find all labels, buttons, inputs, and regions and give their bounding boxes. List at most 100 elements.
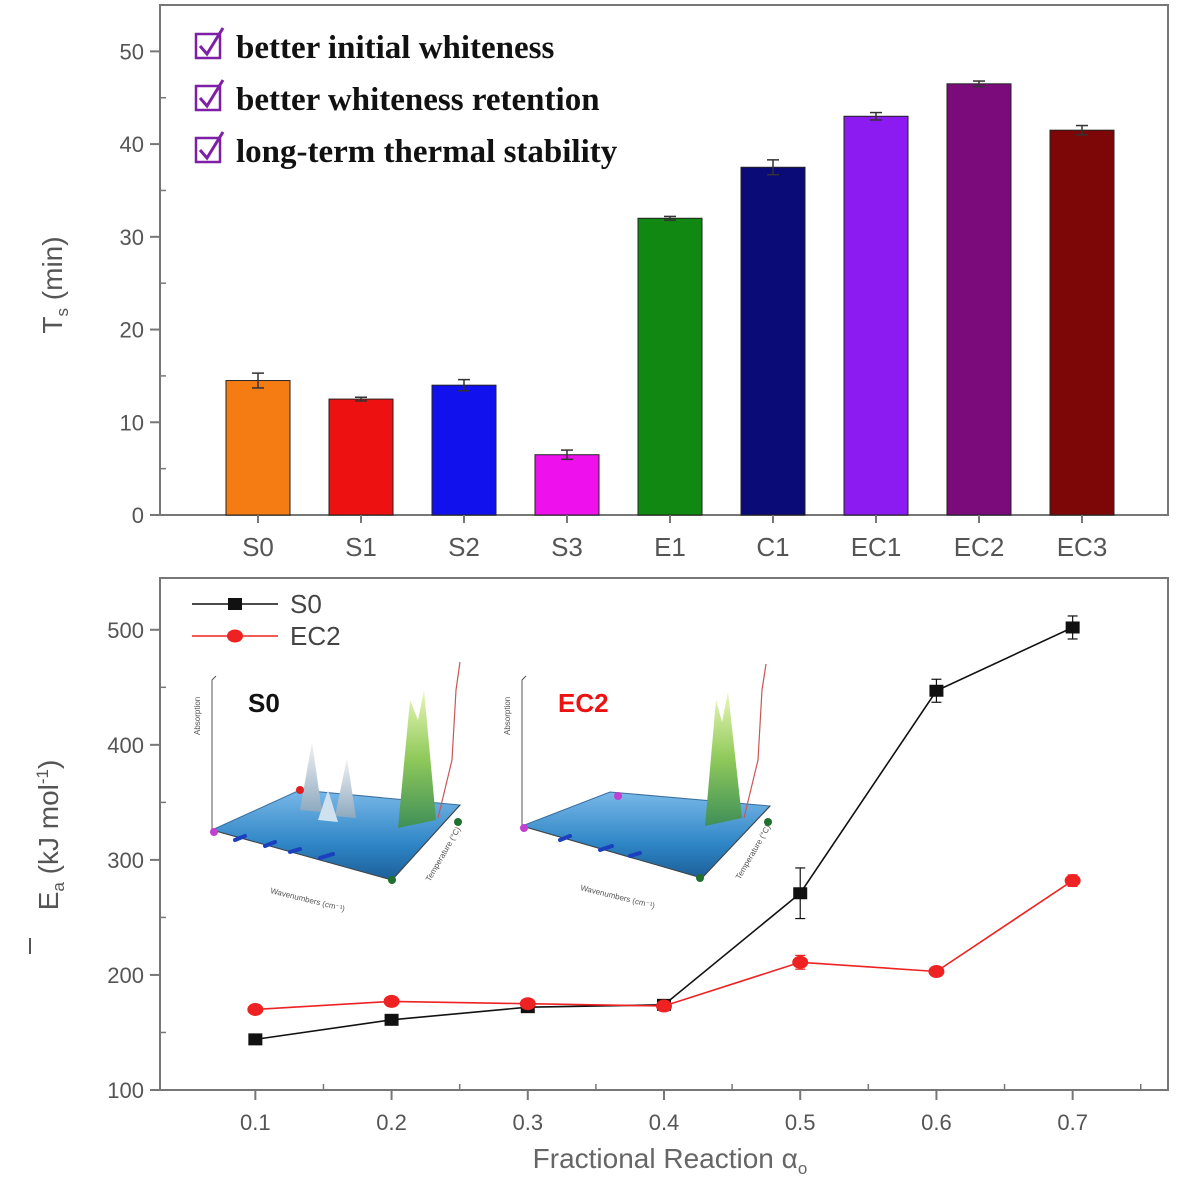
bar-chart-y-axis: 0 10 20 30 40 50 [120,4,166,528]
data-point-ec2 [1064,874,1081,888]
checkmark-icon [198,79,225,109]
bar-x-tick-label-ec1: EC1 [851,532,902,562]
benefit-item: better whiteness retention [194,79,600,118]
benefit-checklist: better initial whiteness better whiteness… [194,27,618,170]
error-bar-ec1 [870,111,882,121]
bar-y-tick-label: 30 [120,225,144,250]
legend-entry-ec2: EC2 [192,621,341,651]
data-point-s0 [384,1013,399,1026]
inset-s0-x-axis-title: Wavenumbers (cm⁻¹) [270,886,347,913]
data-point-s0 [1065,621,1080,634]
bar-y-tick-label: 20 [120,318,144,343]
inset-3d-spectrum-s0: Absorption Wavenumbers (cm⁻¹) Temperatur… [193,661,463,913]
inset-3d-spectrum-ec2: Absorption Wavenumbers (cm⁻¹) Temperatur… [503,663,773,910]
line-x-tick-label: 0.3 [512,1110,543,1135]
benefit-text: long-term thermal stability [236,134,618,170]
line-y-tick-label: 100 [107,1078,144,1103]
data-point-ec2 [792,955,809,969]
bar-x-tick-label-ec2: EC2 [954,532,1005,562]
bar-ec3 [1049,129,1115,516]
inset-ec2-x-axis-title: Wavenumbers (cm⁻¹) [580,883,657,910]
legend-label-ec2: EC2 [290,621,341,651]
line-chart: 100 200 300 400 500 0.1 0.2 0.3 0.4 0.5 0.6 0.7 Fr… [29,577,1169,1178]
bar-s0 [225,380,291,516]
error-bar-s2 [458,378,470,392]
error-bar-s0 [252,372,264,389]
checkbox-icon [194,84,222,112]
bar-ec1 [843,115,909,516]
inset-ec2-y-axis-title: Absorption [503,697,512,735]
bar-s3 [534,454,600,516]
bar-x-tick-label-s3: S3 [551,532,583,562]
bar-x-tick-label-s0: S0 [242,532,274,562]
bar-y-tick-label: 40 [120,132,144,157]
inset-label-s0: S0 [248,688,280,718]
line-y-tick-label: 300 [107,848,144,873]
checkbox-icon [194,136,222,164]
checkmark-icon [198,27,225,57]
line-x-tick-label: 0.5 [785,1110,816,1135]
legend-label-s0: S0 [290,589,322,619]
bar-s2 [431,384,497,516]
error-bar-s3 [561,449,573,461]
bar-chart-x-axis: S0 S1 S2 S3 E1 C1 EC1 EC2 EC3 [242,515,1107,562]
line-x-tick-label: 0.7 [1057,1110,1088,1135]
series-ec2 [247,874,1081,1016]
line-y-tick-label: 500 [107,618,144,643]
bar-x-tick-label-s2: S2 [448,532,480,562]
line-chart-x-axis: 0.1 0.2 0.3 0.4 0.5 0.6 0.7 [240,1084,1142,1135]
data-point-s0 [793,887,808,900]
error-bar-ec3 [1076,124,1088,136]
bar-e1 [637,217,703,516]
ea-symbol: E [33,892,64,911]
checkmark-icon [198,131,225,161]
error-bar-s1 [355,396,367,402]
benefit-item: long-term thermal stability [194,131,618,170]
line-x-tick-label: 0.2 [376,1110,407,1135]
data-point-ec2 [519,997,536,1011]
inset-label-ec2: EC2 [558,688,609,718]
line-x-tick-label: 0.4 [649,1110,680,1135]
error-bar-ec2 [973,80,985,88]
legend-marker-icon [228,598,242,610]
bar-c1 [740,166,806,516]
bar-x-tick-label-e1: E1 [654,532,686,562]
bar-x-tick-label-ec3: EC3 [1057,532,1108,562]
bar-y-tick-label: 0 [132,503,144,528]
line-chart-y-axis-label: Ea (kJ mol-1) [33,760,68,911]
bar-x-tick-label-s1: S1 [345,532,377,562]
benefit-text: better whiteness retention [236,82,600,118]
inset-surface-ec2: Absorption Wavenumbers (cm⁻¹) Temperatur… [503,663,773,910]
line-x-tick-label: 0.1 [240,1110,271,1135]
line-chart-y-axis: 100 200 300 400 500 [107,618,166,1103]
legend-marker-icon [227,629,243,643]
bar-ec2 [946,83,1012,516]
data-point-ec2 [383,994,400,1008]
series-line-ec2 [255,879,1074,1011]
data-point-ec2 [928,964,945,978]
bar-x-tick-label-c1: C1 [756,532,789,562]
data-point-ec2 [247,1002,264,1016]
data-point-s0 [929,684,944,697]
benefit-item: better initial whiteness [194,27,555,66]
line-chart-x-axis-label: Fractional Reaction αo [533,1143,808,1178]
data-point-ec2 [656,999,672,1013]
error-bar-c1 [767,159,779,176]
checkbox-icon [194,32,222,60]
inset-s0-y-axis-title: Absorption [193,697,202,735]
bar-chart: 0 10 20 30 40 50 Ts (min) S0 S1 S2 S3 E1 C1 EC1 EC2 E… [37,4,1169,562]
bar-s1 [328,398,394,516]
benefit-text: better initial whiteness [236,30,555,66]
line-x-tick-label: 0.6 [921,1110,952,1135]
error-bar-e1 [664,215,676,221]
legend-entry-s0: S0 [192,589,322,619]
line-y-tick-label: 200 [107,963,144,988]
line-y-tick-label: 400 [107,733,144,758]
inset-surface-s0: Absorption Wavenumbers (cm⁻¹) Temperatur… [193,661,463,913]
bar-chart-y-axis-label: Ts (min) [37,236,72,333]
line-chart-series [247,615,1081,1046]
bar-y-tick-label: 50 [120,39,144,64]
bar-chart-bars [225,80,1115,516]
